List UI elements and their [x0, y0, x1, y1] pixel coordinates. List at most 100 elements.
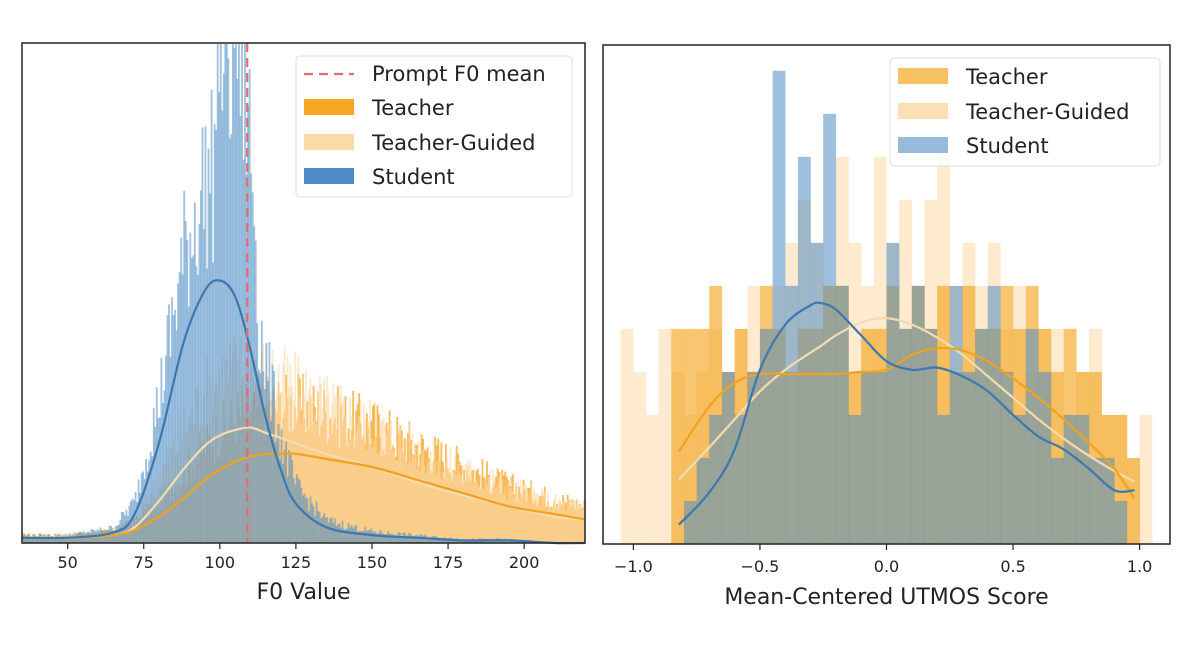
f0-bar	[367, 530, 370, 543]
utmos-bar	[924, 328, 938, 544]
f0-bar	[507, 483, 510, 543]
f0-bar	[332, 523, 335, 543]
f0-bar	[522, 484, 525, 543]
f0-bar	[568, 501, 571, 543]
f0-bar	[390, 534, 393, 543]
f0-bar	[578, 505, 581, 543]
f0-bar	[171, 297, 173, 543]
f0-bar	[533, 488, 536, 543]
f0-bar	[553, 498, 555, 543]
f0-bar	[556, 506, 558, 543]
f0-bar	[143, 478, 146, 543]
f0-bar	[502, 493, 505, 543]
f0-bar	[420, 458, 423, 543]
f0-bar	[248, 68, 251, 544]
utmos-bar	[1013, 414, 1026, 544]
f0-bar	[340, 527, 342, 543]
f0-bar	[193, 202, 196, 543]
f0-bar	[344, 529, 347, 543]
utmos-bar	[937, 414, 950, 544]
utmos-bar	[848, 414, 862, 544]
f0-bar	[441, 472, 444, 543]
f0-kde-curves	[21, 279, 586, 545]
f0-bar	[414, 448, 417, 543]
f0-bar	[423, 466, 426, 543]
f0-bar	[73, 536, 76, 543]
f0-bar	[257, 370, 260, 543]
f0-bar	[174, 309, 176, 543]
f0-bar	[230, 133, 233, 544]
f0-bar	[34, 535, 36, 543]
f0-bar	[288, 450, 291, 543]
f0-bar	[311, 503, 313, 543]
f0-bar	[480, 476, 482, 543]
f0-bar	[303, 493, 306, 543]
f0-bar	[289, 453, 292, 543]
f0-bar	[530, 482, 533, 543]
f0-bar	[297, 355, 300, 543]
f0-bar	[413, 535, 415, 543]
f0-bar	[349, 527, 351, 543]
f0-bar	[364, 418, 367, 543]
f0-bar	[201, 127, 204, 543]
f0-bar	[419, 471, 421, 543]
f0-bar	[368, 530, 371, 543]
f0-bar	[298, 397, 301, 543]
f0-bar	[131, 498, 134, 543]
f0-bar	[443, 467, 446, 543]
f0-bar	[448, 468, 450, 543]
f0-bar	[508, 488, 511, 543]
f0-bar	[276, 435, 278, 543]
f0-bar	[504, 486, 507, 543]
utmos-bar	[797, 156, 811, 544]
f0-bar	[492, 469, 494, 543]
f0-bar	[172, 315, 175, 543]
f0-bar	[365, 450, 368, 543]
f0-bar	[493, 540, 496, 543]
f0-bar	[437, 538, 440, 543]
f0-bar	[361, 531, 364, 543]
legend2-teacher-guided-swatch	[898, 103, 948, 119]
f0-bar	[457, 463, 459, 543]
legend-student-label: Student	[372, 165, 455, 189]
f0-bar	[560, 504, 563, 543]
f0-bar	[378, 452, 380, 543]
f0-bar	[467, 464, 470, 543]
f0-bar	[422, 536, 425, 543]
f0-tick-label: 75	[134, 553, 154, 572]
f0-legend: Prompt F0 mean Teacher Teacher-Guided St…	[295, 55, 573, 198]
f0-bar	[327, 390, 330, 543]
f0-bar	[531, 492, 534, 543]
f0-bar	[546, 491, 549, 543]
utmos-bar	[1139, 414, 1153, 544]
f0-bar	[336, 524, 339, 543]
f0-bar	[282, 463, 285, 543]
f0-bar	[516, 480, 519, 543]
utmos-bar	[861, 371, 875, 544]
f0-bar	[554, 493, 557, 543]
f0-bar	[228, 138, 231, 543]
f0-bar	[180, 237, 183, 543]
f0-bar	[429, 451, 432, 543]
f0-bar	[31, 536, 33, 543]
f0-bar	[353, 427, 356, 543]
utmos-kde-student	[678, 301, 1135, 526]
f0-bar	[400, 447, 403, 543]
f0-bar	[262, 371, 265, 543]
f0-bar	[329, 433, 332, 543]
f0-bar	[581, 509, 584, 543]
f0-tick-label: 125	[281, 553, 312, 572]
f0-bar	[393, 450, 396, 543]
legend-prompt-f0-mean-label: Prompt F0 mean	[372, 62, 546, 86]
f0-bar	[263, 389, 266, 543]
f0-bar	[367, 421, 370, 543]
f0-bar	[379, 420, 382, 543]
f0-bar	[136, 501, 138, 543]
f0-bar	[133, 500, 135, 543]
f0-bar	[340, 385, 342, 543]
f0-bar	[22, 536, 24, 543]
f0-bar	[242, 159, 245, 543]
utmos-bar	[671, 328, 685, 544]
f0-bar	[326, 517, 329, 543]
f0-bar	[429, 537, 432, 543]
